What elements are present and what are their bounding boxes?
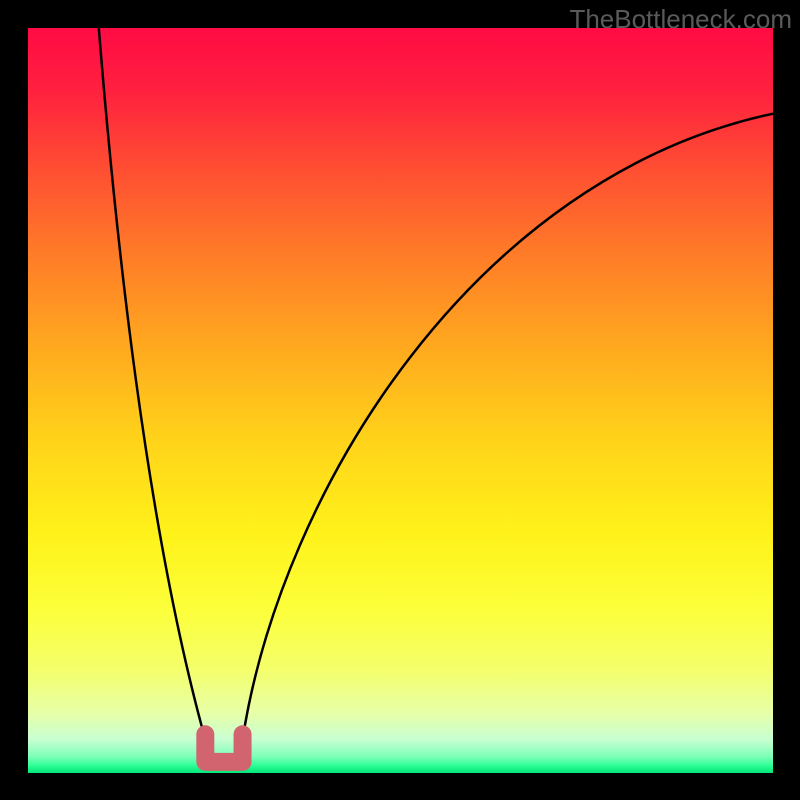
watermark-text: TheBottleneck.com [569,4,792,35]
chart-svg [28,28,773,773]
plot-region [28,28,773,773]
chart-frame: TheBottleneck.com [0,0,800,800]
